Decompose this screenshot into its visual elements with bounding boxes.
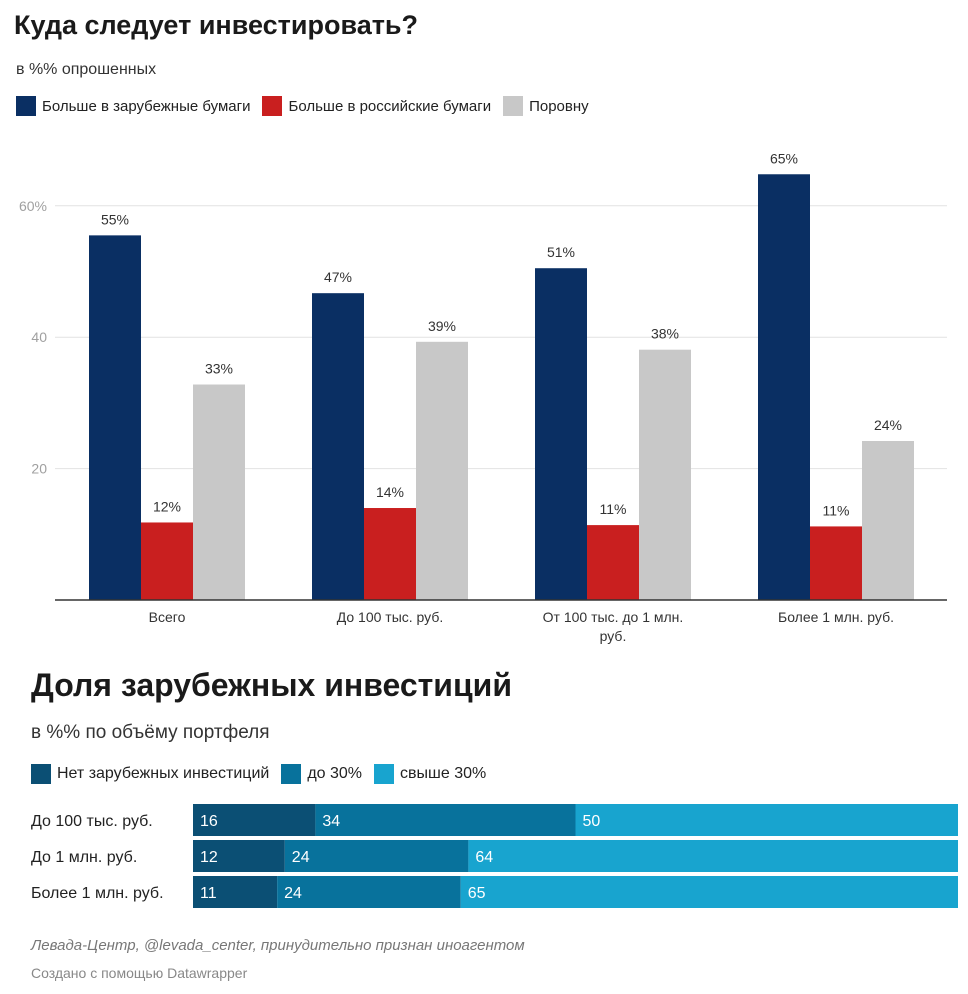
bar xyxy=(587,525,639,600)
segment-value-label: 34 xyxy=(322,813,340,830)
x-tick-label: До 100 тыс. руб. xyxy=(337,609,444,625)
legend-swatch-russian xyxy=(262,96,283,116)
stacked-segment xyxy=(193,804,316,836)
segment-value-label: 12 xyxy=(200,849,218,866)
legend2-swatch-upto30 xyxy=(281,764,302,784)
bar xyxy=(810,526,862,600)
datawrapper-credit: Создано с помощью Datawrapper xyxy=(31,965,248,981)
legend-item-foreign: Больше в зарубежные бумаги xyxy=(16,96,250,116)
chart1-title: Куда следует инвестировать? xyxy=(14,10,419,40)
stacked-segment xyxy=(284,840,469,872)
legend2-swatch-over30 xyxy=(374,764,395,784)
stacked-segment xyxy=(193,876,278,908)
legend2-label-upto30: до 30% xyxy=(307,765,363,782)
legend-label-russian: Больше в российские бумаги xyxy=(288,97,492,115)
row-label: До 1 млн. руб. xyxy=(31,849,137,866)
y-tick-label: 20 xyxy=(31,461,47,477)
stacked-segment xyxy=(575,804,958,836)
segment-value-label: 16 xyxy=(200,813,218,830)
bar xyxy=(862,441,914,600)
stacked-segment xyxy=(468,840,958,872)
bar-value-label: 11% xyxy=(600,501,627,517)
bar-value-label: 51% xyxy=(547,244,575,260)
bar xyxy=(193,384,245,600)
row-label: Более 1 млн. руб. xyxy=(31,885,164,902)
stacked-bar-chart: До 100 тыс. руб. 16 34 50 До 1 млн. руб. 12 24… xyxy=(31,804,958,908)
grouped-bar-chart: 20 40 60% 55% 12% 33% Всего 47% 14% 39% До 100 тыс… xyxy=(19,150,947,644)
legend2-label-none: Нет зарубежных инвестиций xyxy=(57,765,270,782)
bar-value-label: 12% xyxy=(153,498,181,514)
chart1-legend: Больше в зарубежные бумаги Больше в росс… xyxy=(16,96,601,116)
bar xyxy=(312,293,364,600)
bar-value-label: 24% xyxy=(874,417,902,433)
legend2-label-over30: свыше 30% xyxy=(400,765,487,782)
stacked-segment xyxy=(315,804,576,836)
y-tick-label: 60% xyxy=(19,198,47,214)
bar-value-label: 39% xyxy=(428,318,456,334)
x-tick-label: руб. xyxy=(600,628,627,644)
x-tick-label: От 100 тыс. до 1 млн. xyxy=(543,609,684,625)
stacked-segment xyxy=(277,876,461,908)
segment-value-label: 11 xyxy=(200,885,217,902)
bar xyxy=(416,341,468,600)
bar-value-label: 14% xyxy=(376,484,404,500)
bar xyxy=(141,522,193,600)
legend2-swatch-none xyxy=(31,764,51,784)
legend2-item-over30: свыше 30% xyxy=(374,764,486,784)
stacked-segment xyxy=(460,876,958,908)
segment-value-label: 24 xyxy=(284,885,302,902)
bar xyxy=(535,268,587,600)
bar xyxy=(364,508,416,600)
stacked-segment xyxy=(193,840,285,872)
bar-value-label: 33% xyxy=(205,361,233,377)
x-tick-label: Более 1 млн. руб. xyxy=(778,609,894,625)
bar-value-label: 65% xyxy=(770,150,798,166)
bar-value-label: 55% xyxy=(101,211,129,227)
legend-item-equal: Поровну xyxy=(503,96,589,116)
chart2-subtitle: в %% по объёму портфеля xyxy=(31,722,270,743)
legend2-item-upto30: до 30% xyxy=(281,764,362,784)
bar xyxy=(758,174,810,600)
bar xyxy=(639,349,691,600)
source-note: Левада-Центр, @levada_center, принудител… xyxy=(31,937,525,954)
chart1-subtitle: в %% опрошенных xyxy=(16,61,157,78)
bar xyxy=(89,235,141,600)
x-tick-label: Всего xyxy=(149,609,186,625)
legend-label-equal: Поровну xyxy=(529,97,589,115)
bar-value-label: 38% xyxy=(651,326,679,342)
bar-value-label: 11% xyxy=(823,502,850,518)
legend2-item-none: Нет зарубежных инвестиций xyxy=(31,764,269,784)
bar-value-label: 47% xyxy=(324,269,352,285)
row-label: До 100 тыс. руб. xyxy=(31,813,153,830)
y-tick-label: 40 xyxy=(31,329,47,345)
chart2-title: Доля зарубежных инвестиций xyxy=(31,667,512,703)
legend-item-russian: Больше в российские бумаги xyxy=(262,96,491,116)
segment-value-label: 50 xyxy=(583,813,601,830)
segment-value-label: 65 xyxy=(468,885,486,902)
chart2-legend: Нет зарубежных инвестиций до 30% свыше 3… xyxy=(31,764,498,784)
segment-value-label: 64 xyxy=(475,849,493,866)
segment-value-label: 24 xyxy=(292,849,310,866)
legend-swatch-equal xyxy=(503,96,524,116)
legend-label-foreign: Больше в зарубежные бумаги xyxy=(42,97,251,115)
legend-swatch-foreign xyxy=(16,96,36,116)
